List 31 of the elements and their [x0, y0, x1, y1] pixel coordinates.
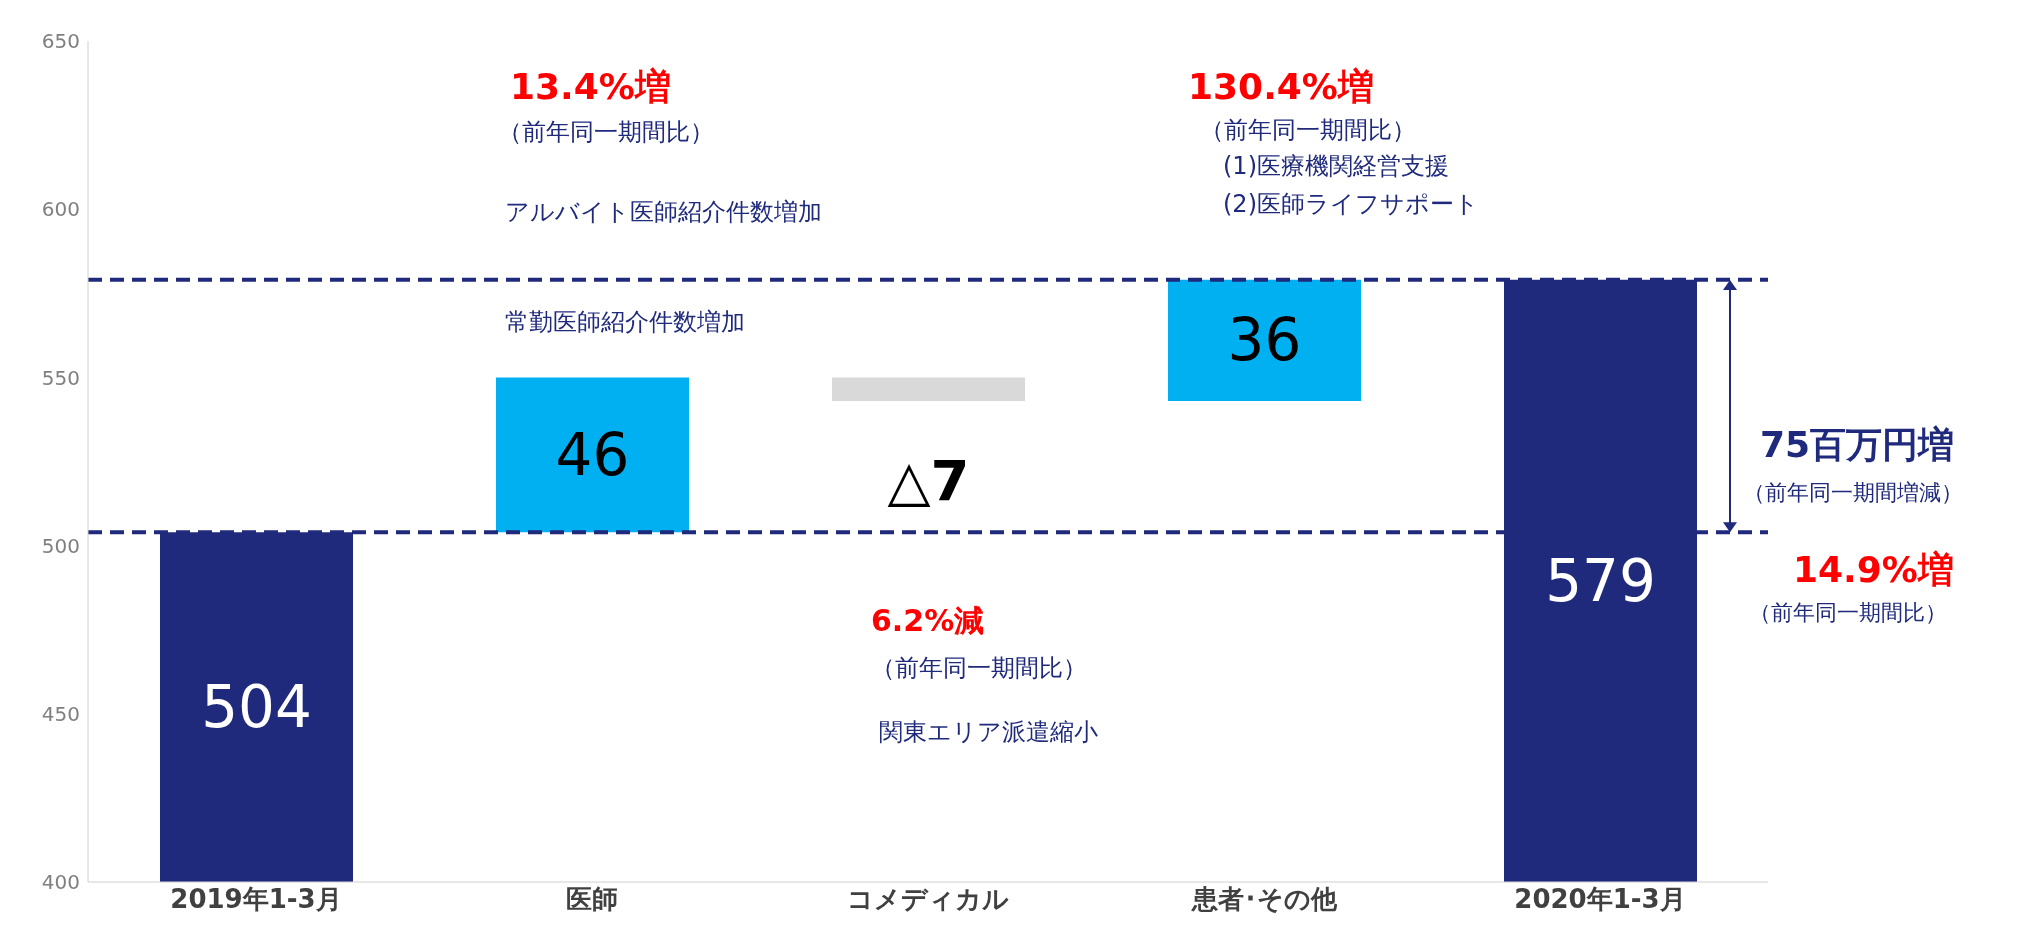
data-label: 579 [1545, 546, 1656, 615]
annotation: （前年同一期間比） [1200, 115, 1416, 146]
y-tick-label: 650 [41, 29, 80, 54]
data-label: 36 [1227, 306, 1302, 375]
data-label: 46 [555, 420, 630, 489]
x-tick-label: 2020年1-3月 [1514, 884, 1686, 915]
y-tick-label: 450 [41, 701, 80, 726]
annotation: 関東エリア派遣縮小 [879, 717, 1098, 748]
x-tick-label: 2019年1-3月 [170, 884, 342, 915]
y-tick-label: 500 [41, 533, 80, 558]
annotation: （前年同一期間増減） [1743, 479, 1963, 507]
text: 14.9%増 [1793, 548, 1954, 592]
annotation: アルバイト医師紹介件数増加 [505, 197, 822, 228]
annotation: (1)医療機関経営支援 [1223, 151, 1449, 182]
x-tick-label: 医師 [566, 884, 618, 915]
x-tick-label: 患者･その他 [1190, 884, 1338, 915]
annotation: 130.4%増 [1188, 65, 1374, 109]
annotation: 13.4%増 [510, 65, 671, 109]
y-tick-label: 550 [41, 365, 80, 390]
annotation: 75百万円増 [1760, 423, 1955, 467]
annotation: 6.2%減 [871, 602, 985, 640]
annotation: （前年同一期間比） [871, 653, 1087, 684]
x-tick-label: コメディカル [847, 884, 1009, 915]
annotation: (2)医師ライフサポート [1223, 189, 1479, 220]
y-tick-label: 600 [41, 197, 80, 222]
annotation: （前年同一期間比） [1749, 599, 1947, 627]
annotation: （前年同一期間比） [498, 117, 714, 148]
annotation: 常勤医師紹介件数増加 [505, 307, 745, 338]
data-label: △7 [887, 448, 970, 514]
y-tick-label: 400 [41, 870, 80, 895]
data-label: 504 [201, 673, 312, 742]
